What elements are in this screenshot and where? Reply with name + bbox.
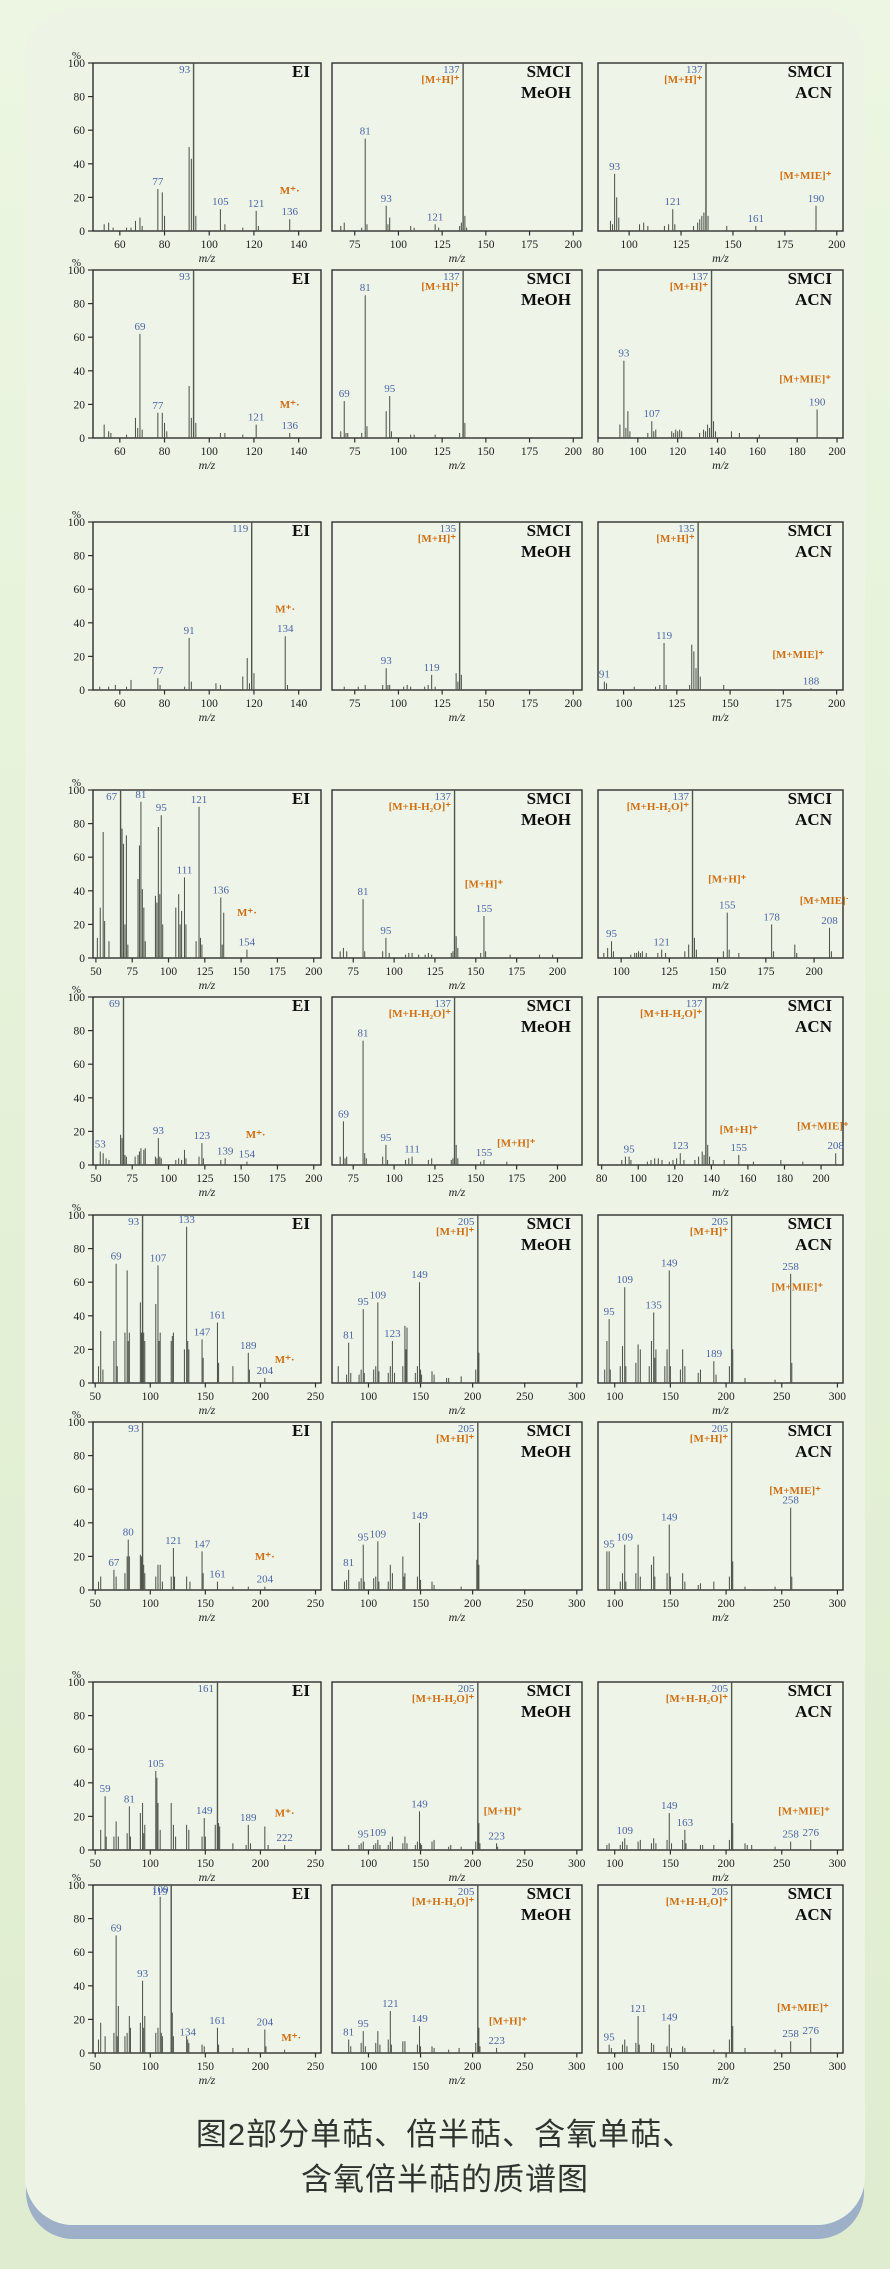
caption-line-2: 含氧倍半萜的质谱图 — [301, 2162, 589, 2197]
figure-card — [25, 8, 865, 2225]
caption-line-1: 图2部分单萜、倍半萜、含氧单萜、 — [195, 2117, 695, 2152]
figure-caption: 图2部分单萜、倍半萜、含氧单萜、 含氧倍半萜的质谱图 — [0, 2112, 890, 2202]
